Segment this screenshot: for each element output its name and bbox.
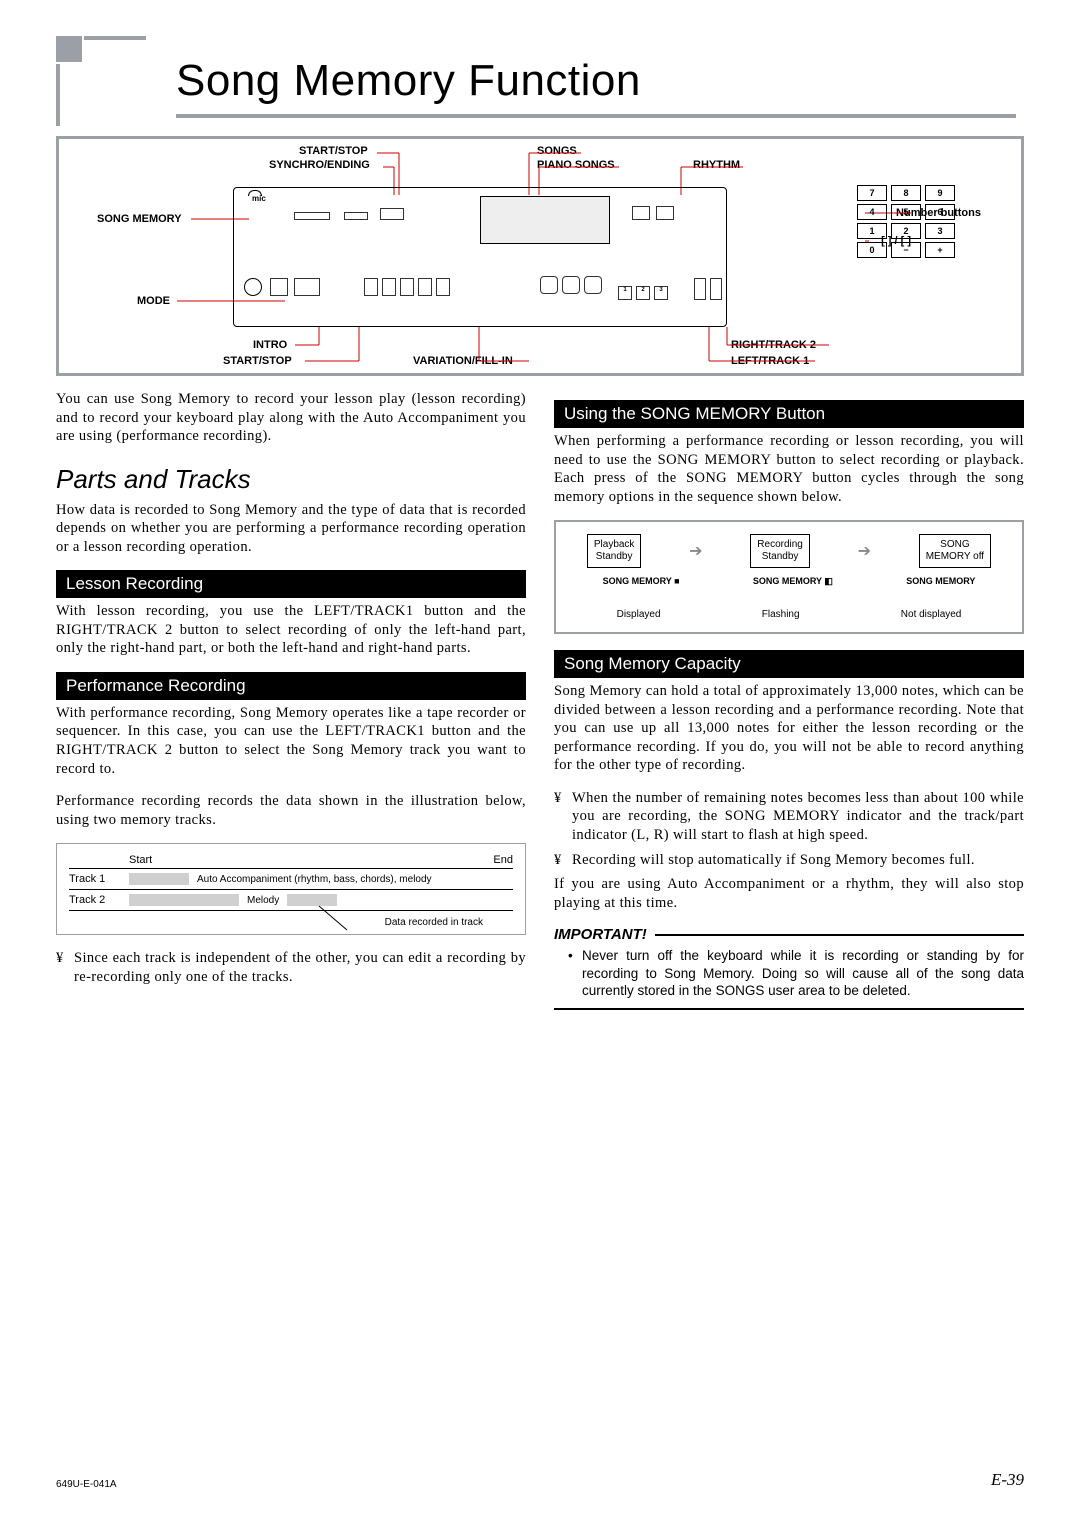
parts-and-tracks-title: Parts and Tracks (56, 464, 526, 495)
track-end-label: End (493, 854, 513, 866)
lesson-recording-title: Lesson Recording (56, 570, 526, 598)
panel-inner-outline: mic 1 2 3 (233, 187, 727, 327)
track-bullet: Since each track is independent of the o… (56, 949, 526, 986)
track2-content: Melody (247, 895, 279, 906)
track2-label: Track 2 (69, 894, 129, 906)
track1-content: Auto Accompaniment (rhythm, bass, chords… (197, 874, 432, 885)
arrow-icon: ➔ (689, 541, 702, 561)
using-song-memory-title: Using the SONG MEMORY Button (554, 400, 1024, 428)
state-not-displayed: Not displayed (901, 609, 962, 620)
important-header: IMPORTANT! (554, 926, 1024, 943)
page-footer: 649U-E-041A E-39 (56, 1470, 1024, 1490)
song-memory-capacity-title: Song Memory Capacity (554, 650, 1024, 678)
left-column: You can use Song Memory to record your l… (56, 390, 526, 1010)
performance-recording-title: Performance Recording (56, 672, 526, 700)
right-column: Using the SONG MEMORY Button When perfor… (554, 390, 1024, 1010)
number-pad: 789 456 123 0−+ (857, 185, 967, 251)
capacity-para1: Song Memory can hold a total of approxim… (554, 682, 1024, 775)
intro-paragraph: You can use Song Memory to record your l… (56, 390, 526, 446)
capacity-para2: If you are using Auto Accompaniment or a… (554, 875, 1024, 912)
arrow-icon: ➔ (858, 541, 871, 561)
track-caption: Data recorded in track (69, 911, 513, 930)
lesson-recording-para: With lesson recording, you use the LEFT/… (56, 602, 526, 658)
doc-code: 649U-E-041A (56, 1479, 117, 1490)
title-underline (176, 114, 1016, 118)
performance-recording-para1: With performance recording, Song Memory … (56, 704, 526, 778)
track1-label: Track 1 (69, 873, 129, 885)
track-diagram: Start End Track 1 Auto Accompaniment (rh… (56, 843, 526, 935)
page-number: E-39 (991, 1470, 1024, 1490)
capacity-bullet1: When the number of remaining notes becom… (554, 789, 1024, 845)
state-displayed: Displayed (617, 609, 661, 620)
important-body: Never turn off the keyboard while it is … (554, 947, 1024, 1010)
capacity-bullet2: Recording will stop automatically if Son… (554, 851, 1024, 870)
performance-recording-para2: Performance recording records the data s… (56, 792, 526, 829)
corner-decoration (56, 36, 146, 126)
parts-and-tracks-para: How data is recorded to Song Memory and … (56, 501, 526, 557)
state-flashing: Flashing (762, 609, 800, 620)
using-song-memory-para: When performing a performance recording … (554, 432, 1024, 506)
cycle-diagram: PlaybackStandby ➔ RecordingStandby ➔ SON… (554, 520, 1024, 634)
page-title: Song Memory Function (176, 56, 1024, 106)
keyboard-panel-diagram: START/STOP SYNCHRO/ENDING SONGS PIANO SO… (56, 136, 1024, 376)
track-start-label: Start (129, 854, 152, 866)
